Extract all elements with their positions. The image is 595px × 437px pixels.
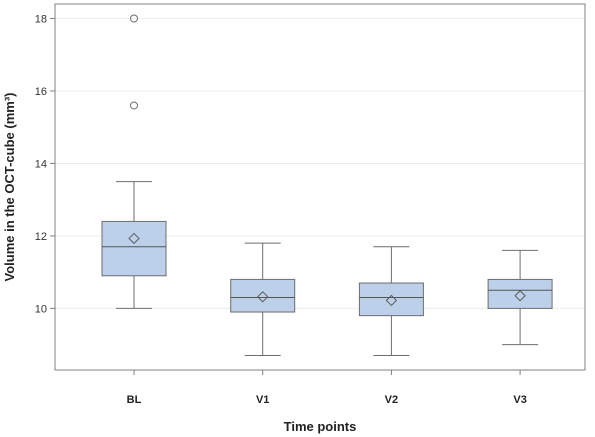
y-tick-label: 10 <box>35 303 47 315</box>
y-axis: 10 12 14 16 18 <box>35 13 55 315</box>
x-tick-label: BL <box>127 394 142 406</box>
interquartile-box <box>487 278 553 309</box>
y-tick-label: 18 <box>35 13 47 25</box>
plot-frame <box>54 3 586 371</box>
mean-marker <box>385 294 398 307</box>
box-v2 <box>358 246 424 357</box>
x-tick-label: V1 <box>256 394 269 406</box>
outlier-point <box>130 14 138 23</box>
x-tick-label: V3 <box>513 394 526 406</box>
y-tick-label: 14 <box>35 158 47 170</box>
y-axis-title: Volume in the OCT-cube (mm³) <box>2 93 17 282</box>
box-bl <box>101 14 167 309</box>
x-tick-label: V2 <box>385 394 398 406</box>
box-v1 <box>230 242 296 357</box>
interquartile-box <box>101 220 167 277</box>
x-axis-title: Time points <box>284 419 357 434</box>
mean-marker <box>514 290 526 302</box>
y-tick-label: 16 <box>35 86 47 98</box>
x-axis: BL V1 V2 V3 <box>127 370 527 406</box>
box-plot-series <box>101 14 553 357</box>
outlier-point <box>130 101 138 110</box>
mean-marker <box>256 291 269 303</box>
interquartile-box <box>230 278 296 313</box>
box-v3 <box>487 249 553 346</box>
interquartile-box <box>358 282 424 317</box>
y-tick-label: 12 <box>35 231 47 243</box>
mean-marker <box>128 232 140 245</box>
